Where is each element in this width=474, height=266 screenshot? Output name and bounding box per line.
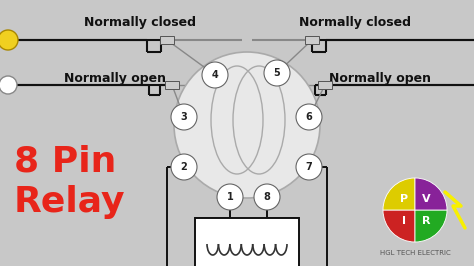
Text: I: I — [402, 216, 406, 226]
Text: 7: 7 — [306, 162, 312, 172]
Circle shape — [296, 154, 322, 180]
Wedge shape — [415, 210, 447, 242]
Text: Normally open: Normally open — [64, 72, 166, 85]
Wedge shape — [383, 178, 415, 210]
Text: V: V — [422, 194, 430, 204]
Wedge shape — [415, 178, 447, 210]
Circle shape — [171, 154, 197, 180]
Text: 8 Pin: 8 Pin — [14, 145, 117, 179]
Text: 2: 2 — [181, 162, 187, 172]
Circle shape — [0, 76, 17, 94]
Circle shape — [0, 30, 18, 50]
Text: 4: 4 — [211, 70, 219, 80]
Bar — [160, 36, 174, 44]
Wedge shape — [383, 210, 415, 242]
Circle shape — [254, 184, 280, 210]
Circle shape — [217, 184, 243, 210]
Text: 1: 1 — [227, 192, 233, 202]
Text: Normally closed: Normally closed — [299, 16, 411, 29]
Circle shape — [296, 104, 322, 130]
Text: Relay: Relay — [14, 185, 126, 219]
Circle shape — [264, 60, 290, 86]
Text: P: P — [400, 194, 408, 204]
Text: 3: 3 — [181, 112, 187, 122]
Bar — [318, 81, 332, 89]
Text: Normally closed: Normally closed — [84, 16, 196, 29]
Text: 8: 8 — [264, 192, 271, 202]
Bar — [195, 218, 299, 266]
Text: R: R — [422, 216, 430, 226]
Text: Normally open: Normally open — [329, 72, 431, 85]
Bar — [305, 36, 319, 44]
Text: HGL TECH ELECTRIC: HGL TECH ELECTRIC — [380, 250, 450, 256]
Circle shape — [202, 62, 228, 88]
Circle shape — [171, 104, 197, 130]
Text: 6: 6 — [306, 112, 312, 122]
Text: 5: 5 — [273, 68, 281, 78]
Circle shape — [174, 52, 320, 198]
Bar — [165, 81, 179, 89]
